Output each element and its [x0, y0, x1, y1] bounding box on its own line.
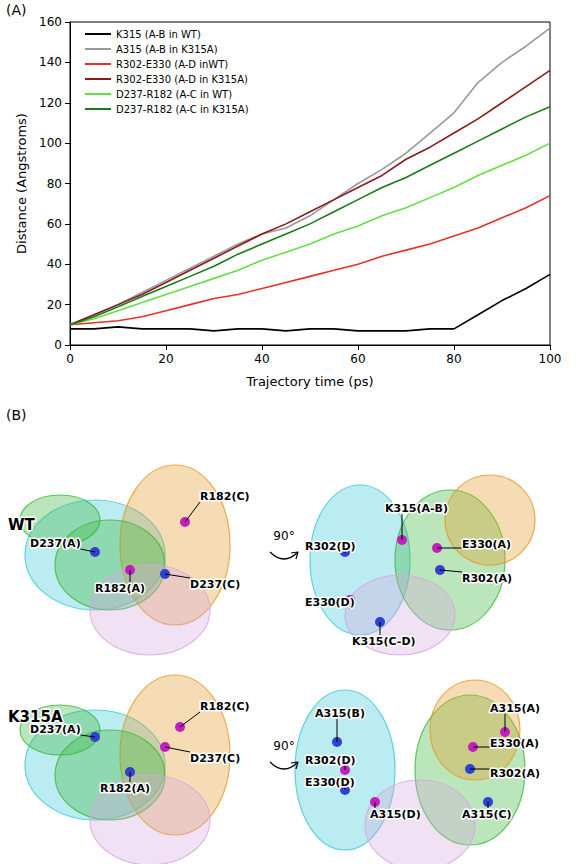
- svg-text:E330(D): E330(D): [305, 596, 355, 609]
- svg-text:K315A: K315A: [8, 708, 63, 726]
- svg-text:R302-E330 (A-D inWT): R302-E330 (A-D inWT): [116, 59, 228, 70]
- svg-text:80: 80: [446, 352, 461, 366]
- svg-text:Trajectory time (ps): Trajectory time (ps): [246, 374, 374, 389]
- svg-text:R302(D): R302(D): [305, 754, 356, 767]
- svg-text:A315(B): A315(B): [315, 707, 365, 720]
- svg-text:60: 60: [47, 217, 62, 231]
- svg-text:A315(C): A315(C): [462, 808, 512, 821]
- svg-text:A315(A): A315(A): [490, 702, 540, 715]
- svg-text:(B): (B): [6, 407, 27, 423]
- svg-text:K315(C-D): K315(C-D): [352, 635, 416, 648]
- svg-text:120: 120: [39, 96, 62, 110]
- svg-text:A315 (A-B in K315A): A315 (A-B in K315A): [116, 44, 218, 55]
- svg-text:D237(A): D237(A): [30, 537, 81, 550]
- svg-text:R182(A): R182(A): [100, 782, 150, 795]
- svg-text:0: 0: [66, 352, 74, 366]
- svg-text:D237(C): D237(C): [190, 752, 240, 765]
- svg-text:E330(A): E330(A): [490, 737, 539, 750]
- svg-text:D237(A): D237(A): [30, 723, 81, 736]
- svg-text:R302-E330 (A-D in K315A): R302-E330 (A-D in K315A): [116, 74, 248, 85]
- svg-text:WT: WT: [8, 516, 36, 534]
- svg-text:R302(A): R302(A): [490, 767, 540, 780]
- svg-text:A315(D): A315(D): [370, 808, 421, 821]
- svg-text:R182(C): R182(C): [200, 700, 250, 713]
- svg-text:E330(A): E330(A): [462, 538, 511, 551]
- svg-text:0: 0: [54, 338, 62, 352]
- svg-text:D237-R182 (A-C in WT): D237-R182 (A-C in WT): [116, 89, 232, 100]
- svg-text:Distance (Angstroms): Distance (Angstroms): [14, 113, 29, 254]
- svg-text:D237-R182 (A-C in K315A): D237-R182 (A-C in K315A): [116, 104, 249, 115]
- svg-text:90°: 90°: [273, 739, 294, 753]
- svg-text:140: 140: [39, 55, 62, 69]
- html-text:(A): (A): [6, 2, 27, 18]
- svg-text:E330(D): E330(D): [305, 776, 355, 789]
- svg-text:60: 60: [350, 352, 365, 366]
- svg-text:K315 (A-B in WT): K315 (A-B in WT): [116, 29, 201, 40]
- svg-text:90°: 90°: [273, 529, 294, 543]
- svg-text:R302(D): R302(D): [305, 540, 356, 553]
- svg-text:80: 80: [47, 177, 62, 191]
- svg-text:K315(A-B): K315(A-B): [385, 502, 448, 515]
- svg-text:100: 100: [39, 136, 62, 150]
- svg-text:D237(C): D237(C): [190, 578, 240, 591]
- svg-text:100: 100: [539, 352, 562, 366]
- svg-text:40: 40: [47, 257, 62, 271]
- svg-text:40: 40: [254, 352, 269, 366]
- svg-text:R302(A): R302(A): [462, 572, 512, 585]
- svg-text:20: 20: [47, 298, 62, 312]
- svg-text:R182(C): R182(C): [200, 490, 250, 503]
- svg-text:20: 20: [158, 352, 173, 366]
- svg-text:160: 160: [39, 15, 62, 29]
- svg-text:R182(A): R182(A): [95, 582, 145, 595]
